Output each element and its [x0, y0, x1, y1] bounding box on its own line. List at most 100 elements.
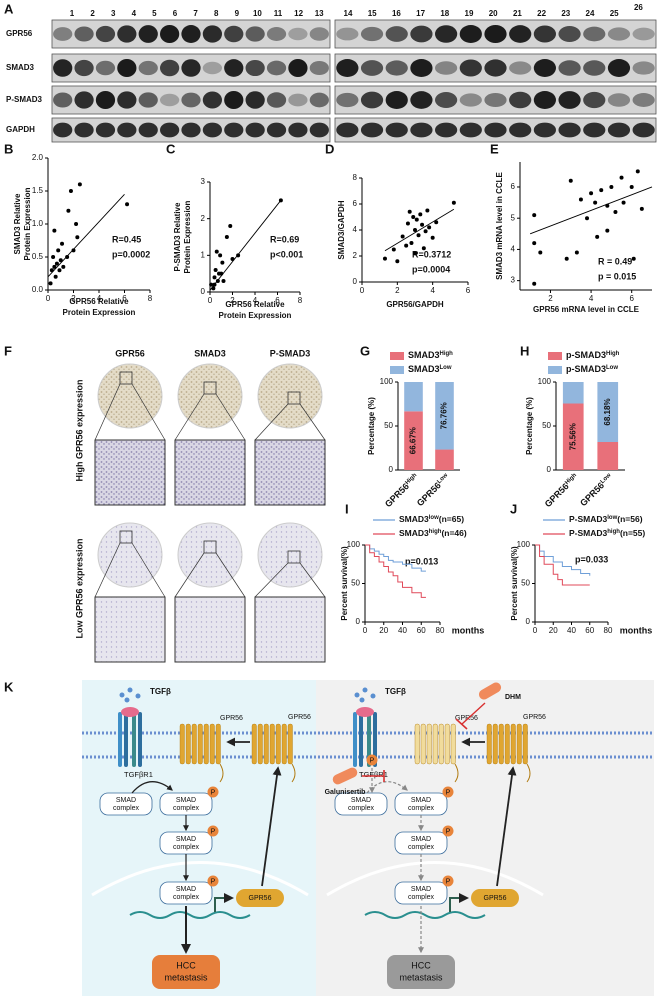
zoom-image [174, 439, 246, 506]
x-tick-label: 60 [585, 626, 594, 635]
annotation: R=0.3712 [412, 249, 451, 259]
smad-label: SMAD [411, 797, 431, 804]
x-axis-label: GPR56 mRNA level in CCLE [533, 305, 640, 314]
blot-band [410, 25, 433, 43]
lane-label: 23 [561, 9, 570, 18]
legend-label: SMAD3High [408, 350, 453, 360]
x-tick-label: 4 [97, 294, 102, 303]
category-sup: Low [436, 472, 449, 485]
receptor [359, 712, 363, 767]
arrow [131, 781, 173, 794]
tissue-core [177, 363, 243, 429]
blot-band [181, 92, 201, 108]
y-axis-label: SMAD3 mRNA level in CCLE [495, 171, 504, 279]
blot-band [533, 122, 556, 138]
blot-band [583, 60, 606, 76]
smad-label: complex [173, 894, 200, 901]
receptor [124, 712, 128, 767]
point [228, 224, 233, 228]
phospho [207, 825, 219, 837]
point [423, 229, 428, 234]
point [209, 282, 214, 287]
blot-band [74, 122, 94, 138]
gpr56-label: GPR56 [220, 715, 243, 722]
lane-label: 9 [235, 9, 240, 18]
smad-box [394, 881, 448, 905]
receptor [373, 712, 377, 767]
phospho-label: P [370, 757, 375, 764]
y-tick-label: 50 [384, 421, 393, 430]
tissue-core [97, 363, 163, 429]
x-tick-label: 6 [122, 294, 127, 303]
blot-band [509, 122, 532, 138]
y-axis-label: SMAD3/GAPDH [337, 200, 346, 259]
panel-letter: B [4, 141, 13, 156]
blot-band [632, 27, 655, 41]
tissue-core [177, 522, 243, 588]
ihc-row: Low GPR56 expression [74, 538, 84, 638]
bar-segment [562, 382, 584, 404]
point [411, 215, 416, 219]
point [635, 169, 640, 174]
y-tick-label: 1.5 [32, 186, 44, 195]
drug-pill [332, 767, 358, 785]
y-axis-label: Percentage (%) [367, 397, 376, 455]
blot-band [632, 93, 655, 107]
lane-label: 4 [132, 9, 137, 18]
tissue-core [257, 363, 323, 429]
zoom-image [254, 596, 326, 663]
gpr56-tail [219, 763, 224, 783]
category-sup: High [564, 472, 578, 486]
blot-band [224, 122, 244, 138]
x-tick-label: GPR56Low [578, 472, 615, 509]
point [224, 235, 229, 239]
y-tick-label: 5 [511, 213, 516, 222]
blot-band [385, 26, 408, 42]
value-label: 66.67% [409, 427, 418, 454]
point [413, 228, 417, 232]
blot-band [74, 91, 94, 109]
blot-band [224, 59, 244, 77]
blot-band [74, 59, 94, 77]
blot-band [245, 59, 265, 77]
point [578, 197, 583, 202]
lane-label: 22 [537, 9, 546, 18]
zoom-region [287, 391, 301, 405]
blot-band [53, 27, 73, 41]
survival-curve [535, 544, 590, 586]
x-axis-label: Protein Expression [63, 308, 136, 317]
lane-label: 6 [173, 9, 178, 18]
protein-label: GPR56 [6, 29, 33, 38]
blot-band [583, 26, 606, 42]
blot-band [607, 59, 631, 77]
point [434, 220, 439, 225]
smad-label: SMAD [176, 797, 196, 804]
point [407, 209, 412, 214]
point [58, 258, 63, 263]
outcome-label: metastasis [164, 972, 208, 982]
smad-label: complex [408, 844, 435, 851]
legend-label: SMAD3low(n=65) [399, 514, 464, 524]
smad-box [99, 792, 153, 816]
ligand-dot [124, 697, 130, 703]
y-tick-label: 4 [511, 245, 516, 254]
zoom-line [299, 562, 326, 598]
point [48, 281, 53, 286]
y-tick-label: 50 [351, 579, 360, 588]
lane-label: 17 [416, 9, 425, 18]
point [593, 200, 598, 205]
blot-band [336, 122, 359, 138]
point [54, 261, 59, 266]
legend-sup: high [607, 529, 620, 535]
gpr56-helix [263, 723, 269, 765]
y-axis-label: Protein Expression [183, 200, 192, 273]
ligand-dot [135, 693, 141, 699]
blot-band [459, 122, 482, 138]
phospho [442, 875, 454, 887]
gpr56-helix [420, 723, 426, 765]
x-axis-label: GPR56 Relative [69, 297, 129, 306]
blot-band [202, 91, 223, 109]
dna [364, 911, 486, 919]
point [609, 184, 614, 189]
smad-box [334, 792, 388, 816]
